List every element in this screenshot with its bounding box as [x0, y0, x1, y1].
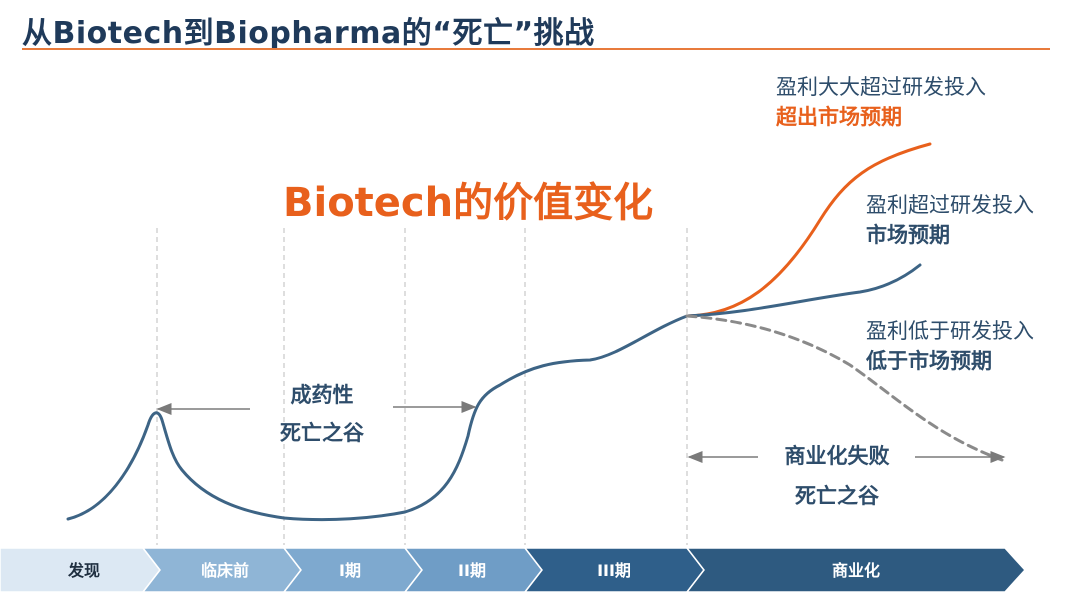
outcome-label-exceed: 盈利大大超过研发投入 超出市场预期 — [776, 72, 986, 132]
outcome-exceed-line2: 超出市场预期 — [776, 104, 902, 129]
stage-label-preclinical: 临床前 — [201, 561, 249, 580]
stage-label-discovery: 发现 — [67, 561, 100, 580]
valley-label-druggability: 成药性 死亡之谷 — [262, 376, 382, 452]
outcome-curve-below — [685, 314, 1004, 462]
valley1-line2: 死亡之谷 — [280, 420, 364, 445]
outcome-curve-exceed — [685, 142, 932, 318]
outcome-label-meet: 盈利超过研发投入 市场预期 — [866, 190, 1034, 250]
chart-title: Biotech的价值变化 — [283, 180, 654, 226]
outcome-label-below: 盈利低于研发投入 低于市场预期 — [866, 316, 1034, 376]
outcome-below-line1: 盈利低于研发投入 — [866, 319, 1034, 343]
stage-chevron-commercial — [685, 547, 1027, 593]
outcome-curve-meet — [685, 263, 922, 318]
stage-label-phase1: I期 — [339, 561, 361, 580]
valley2-line1: 商业化失败 — [784, 443, 890, 468]
stage-label-phase3: III期 — [597, 561, 631, 580]
outcome-meet-line2: 市场预期 — [866, 222, 950, 247]
valley1-line1: 成药性 — [290, 382, 354, 407]
stage-gridlines — [156, 228, 688, 545]
page-title: 从Biotech到Biopharma的“死亡”挑战 — [22, 16, 595, 51]
outcome-below-line2: 低于市场预期 — [866, 348, 992, 373]
stage-label-phase2: II期 — [458, 561, 486, 580]
valley-label-commercial-failure: 商业化失败 死亡之谷 — [762, 436, 912, 516]
valley2-line2: 死亡之谷 — [795, 483, 879, 508]
title-divider — [22, 48, 1050, 50]
outcome-exceed-line1: 盈利大大超过研发投入 — [776, 75, 986, 99]
outcome-meet-line1: 盈利超过研发投入 — [866, 193, 1034, 217]
stage-label-commercial: 商业化 — [832, 561, 880, 580]
stage-bar: 发现 临床前 I期 II期 III期 商业化 — [0, 547, 1027, 593]
biotech-value-curve — [66, 314, 689, 522]
